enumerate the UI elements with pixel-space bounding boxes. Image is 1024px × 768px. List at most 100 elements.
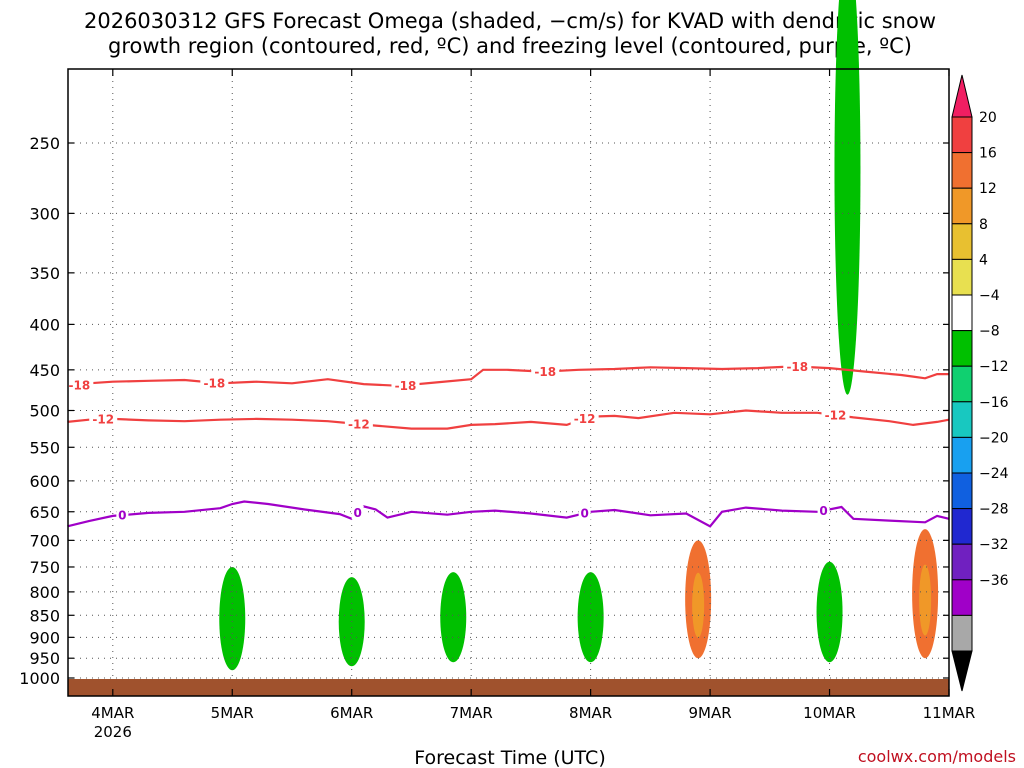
colorbar-band-11 bbox=[951, 508, 973, 545]
ytick-label-450: 450 bbox=[29, 361, 60, 380]
colorbar-label-1: 16 bbox=[979, 146, 997, 162]
ytick-label-900: 900 bbox=[29, 628, 60, 647]
ytick-label-650: 650 bbox=[29, 503, 60, 522]
ytick-label-250: 250 bbox=[29, 134, 60, 153]
ytick-label-350: 350 bbox=[29, 264, 60, 283]
colorbar-label-8: −16 bbox=[979, 395, 1009, 411]
ytick-label-800: 800 bbox=[29, 583, 60, 602]
contour-label-2-2: 0 bbox=[580, 507, 588, 521]
ytick-label-1000: 1000 bbox=[19, 669, 60, 688]
contour-label-0-3: -18 bbox=[534, 365, 556, 379]
colorbar-band-14 bbox=[951, 614, 973, 652]
colorbar-label-10: −24 bbox=[979, 466, 1009, 482]
contour-label-0-1: -18 bbox=[203, 376, 225, 390]
ytick-label-950: 950 bbox=[29, 649, 60, 668]
xtick-label-8MAR: 8MAR bbox=[569, 704, 612, 722]
colorbar-label-0: 20 bbox=[979, 110, 997, 126]
contour-label-0-2: -18 bbox=[395, 379, 417, 393]
contour-label-bg-0-0 bbox=[65, 377, 94, 392]
ytick-label-300: 300 bbox=[29, 204, 60, 223]
contour-label-2-0: 0 bbox=[118, 509, 126, 523]
pressure-axis: 250 300 350 400 450 500 550 600 650 700 750 800 850 9… bbox=[19, 134, 949, 688]
omega-core-2 bbox=[447, 596, 460, 647]
xtick-label-11MAR: 11MAR bbox=[923, 704, 976, 722]
colorbar-label-6: −8 bbox=[979, 324, 1000, 340]
contour-label-bg-2-1 bbox=[351, 505, 364, 520]
colorbar-band-1 bbox=[951, 152, 973, 189]
ytick-label-500: 500 bbox=[29, 402, 60, 421]
credit-link[interactable]: coolwx.com/models bbox=[858, 747, 1016, 766]
ground-surface bbox=[68, 679, 949, 696]
title-line-2: growth region (contoured, red, ºC) and f… bbox=[108, 34, 912, 58]
contour-label-bg-2-3 bbox=[817, 503, 830, 518]
colorbar-bottom-arrow bbox=[951, 650, 973, 692]
contour-label-1-1: -12 bbox=[348, 418, 370, 432]
x-axis-title: Forecast Time (UTC) bbox=[414, 747, 605, 768]
contour-label-0-0: -18 bbox=[69, 378, 91, 392]
omega-core-4 bbox=[692, 572, 705, 638]
contour-label-bg-0-2 bbox=[391, 378, 420, 393]
colorbar-label-13: −36 bbox=[979, 573, 1009, 589]
colorbar-band-2 bbox=[951, 187, 973, 225]
chart-title: 2026030312 GFS Forecast Omega (shaded, −… bbox=[84, 9, 936, 58]
xtick-label-4MAR: 4MAR bbox=[91, 704, 134, 722]
ytick-label-550: 550 bbox=[29, 438, 60, 457]
colorbar-label-3: 8 bbox=[979, 217, 988, 233]
colorbar-band-0 bbox=[951, 116, 973, 154]
colorbar-label-7: −12 bbox=[979, 359, 1009, 375]
contour-label-1-0: -12 bbox=[92, 413, 114, 427]
contour-label-bg-2-2 bbox=[578, 506, 591, 521]
colorbar-band-8 bbox=[951, 401, 973, 438]
colorbar-band-5 bbox=[951, 294, 973, 332]
colorbar-label-9: −20 bbox=[979, 430, 1009, 446]
omega-core-7 bbox=[841, 69, 854, 317]
contour-label-bg-1-0 bbox=[89, 412, 118, 427]
omega-core-0 bbox=[226, 595, 239, 653]
colorbar-band-9 bbox=[951, 436, 973, 474]
plot-frame bbox=[67, 68, 950, 697]
colorbar-label-11: −28 bbox=[979, 502, 1009, 518]
ytick-label-850: 850 bbox=[29, 606, 60, 625]
contour-label-2-1: 0 bbox=[354, 506, 362, 520]
xtick-label-9MAR: 9MAR bbox=[688, 704, 731, 722]
contour-label-1-2: -12 bbox=[574, 412, 596, 426]
contour-label-bg-0-3 bbox=[531, 364, 560, 379]
temperature-contours: -18 -18 -18 -18 -18 -12 -12 -12 -12 0 0 0 0 bbox=[65, 359, 950, 528]
contour-label-bg-1-2 bbox=[570, 411, 599, 426]
colorbar-legend: 20 16 12 8 4 −4 −8 −12 −16 −20 −24 −28 −32 −36 bbox=[951, 74, 1009, 692]
contour-label-1-3: -12 bbox=[825, 409, 847, 423]
xtick-label-10MAR: 10MAR bbox=[803, 704, 856, 722]
ytick-label-400: 400 bbox=[29, 315, 60, 334]
omega-shading bbox=[219, 0, 939, 671]
colorbar-band-10 bbox=[951, 472, 973, 510]
time-axis: 4MAR 5MAR 6MAR 7MAR 8MAR 9MAR 10MAR 11MAR bbox=[91, 69, 975, 722]
contour-label-bg-0-4 bbox=[783, 359, 812, 374]
contour-label-bg-1-3 bbox=[821, 408, 850, 423]
colorbar-band-3 bbox=[951, 223, 973, 260]
xtick-label-6MAR: 6MAR bbox=[330, 704, 373, 722]
ytick-label-700: 700 bbox=[29, 531, 60, 550]
colorbar-band-4 bbox=[951, 258, 973, 296]
omega-core-1 bbox=[345, 601, 358, 651]
colorbar-band-6 bbox=[951, 330, 973, 367]
contour-label-bg-1-1 bbox=[344, 417, 373, 432]
omega-core-5 bbox=[823, 589, 836, 645]
year-label: 2026 bbox=[94, 723, 132, 741]
colorbar-band-12 bbox=[951, 543, 973, 581]
colorbar-band-13 bbox=[951, 579, 973, 616]
title-line-1: 2026030312 GFS Forecast Omega (shaded, −… bbox=[84, 9, 936, 33]
colorbar-label-2: 12 bbox=[979, 181, 997, 197]
contour-label-bg-0-1 bbox=[200, 375, 229, 390]
colorbar-label-5: −4 bbox=[979, 288, 1000, 304]
xtick-label-7MAR: 7MAR bbox=[450, 704, 493, 722]
colorbar-label-12: −32 bbox=[979, 537, 1009, 553]
ytick-label-600: 600 bbox=[29, 472, 60, 491]
contour-label-bg-2-0 bbox=[116, 508, 129, 523]
colorbar-label-4: 4 bbox=[979, 252, 988, 268]
colorbar-top-arrow bbox=[951, 74, 973, 118]
xtick-label-5MAR: 5MAR bbox=[211, 704, 254, 722]
ytick-label-750: 750 bbox=[29, 558, 60, 577]
colorbar-band-7 bbox=[951, 365, 973, 403]
contour-label-0-4: -18 bbox=[786, 360, 808, 374]
